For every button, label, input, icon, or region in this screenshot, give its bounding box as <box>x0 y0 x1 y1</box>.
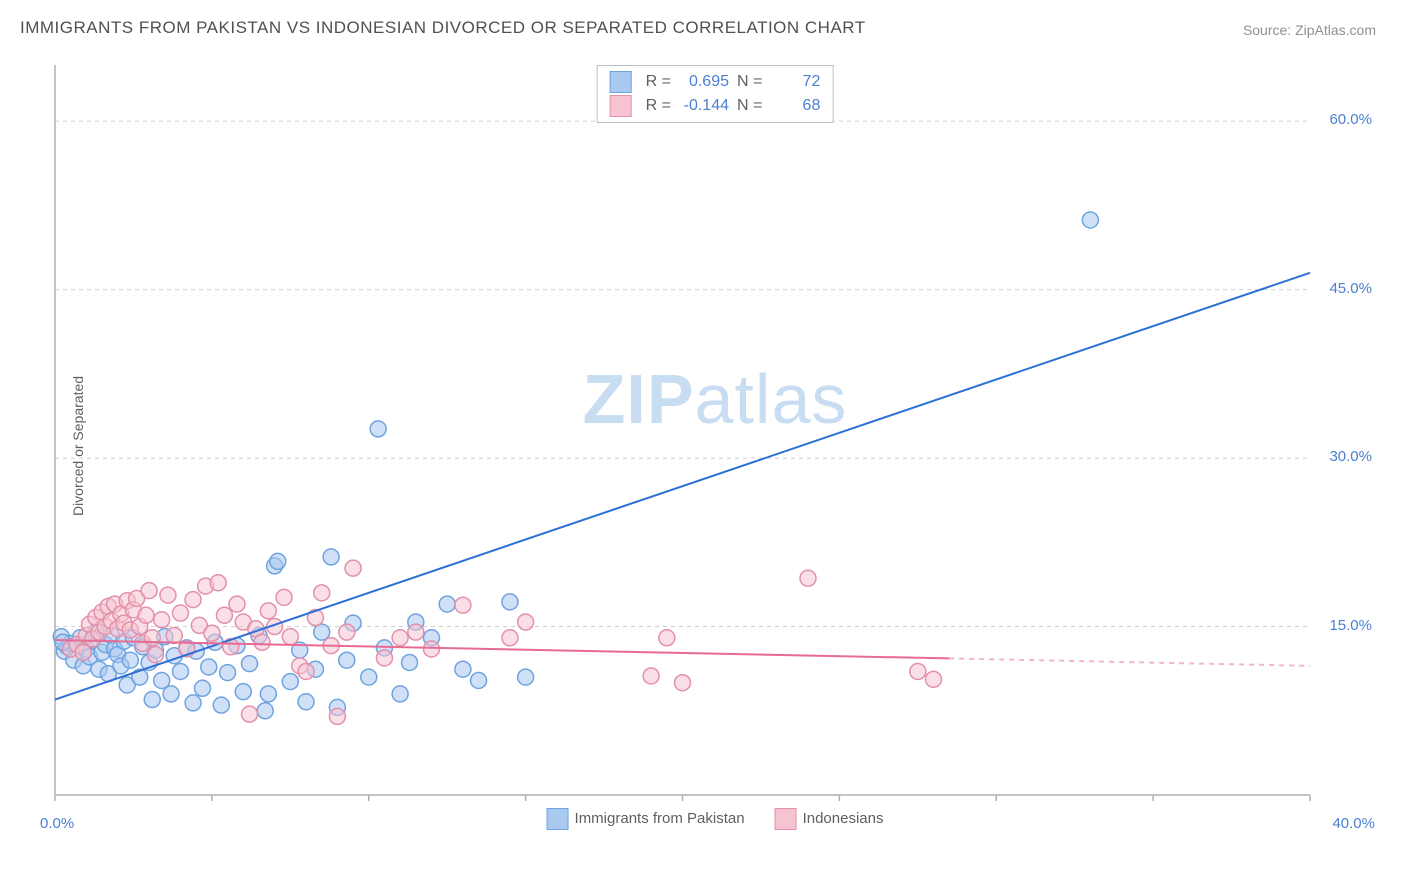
y-tick-label: 60.0% <box>1329 111 1372 128</box>
y-tick-label: 30.0% <box>1329 448 1372 465</box>
xlegend-label-2: Indonesians <box>803 810 884 827</box>
y-tick-label: 15.0% <box>1329 617 1372 634</box>
x-tick-left: 0.0% <box>40 815 74 832</box>
scatter-plot <box>50 60 1380 830</box>
corr-row-1: R = 0.695 N = 72 <box>610 70 821 94</box>
x-tick-right: 40.0% <box>1332 815 1375 832</box>
x-legend: Immigrants from Pakistan Indonesians <box>547 808 884 830</box>
chart-title: IMMIGRANTS FROM PAKISTAN VS INDONESIAN D… <box>20 18 866 38</box>
corr-row-2: R = -0.144 N = 68 <box>610 94 821 118</box>
xlegend-label-1: Immigrants from Pakistan <box>575 810 745 827</box>
correlation-legend: R = 0.695 N = 72 R = -0.144 N = 68 <box>597 65 834 123</box>
swatch-series-2 <box>610 95 632 117</box>
source-credit: Source: ZipAtlas.com <box>1243 22 1376 38</box>
y-tick-label: 45.0% <box>1329 280 1372 297</box>
chart-area: ZIPatlas R = 0.695 N = 72 R = -0.144 N =… <box>50 60 1380 830</box>
swatch-series-1 <box>610 71 632 93</box>
swatch-xlegend-1 <box>547 808 569 830</box>
swatch-xlegend-2 <box>775 808 797 830</box>
